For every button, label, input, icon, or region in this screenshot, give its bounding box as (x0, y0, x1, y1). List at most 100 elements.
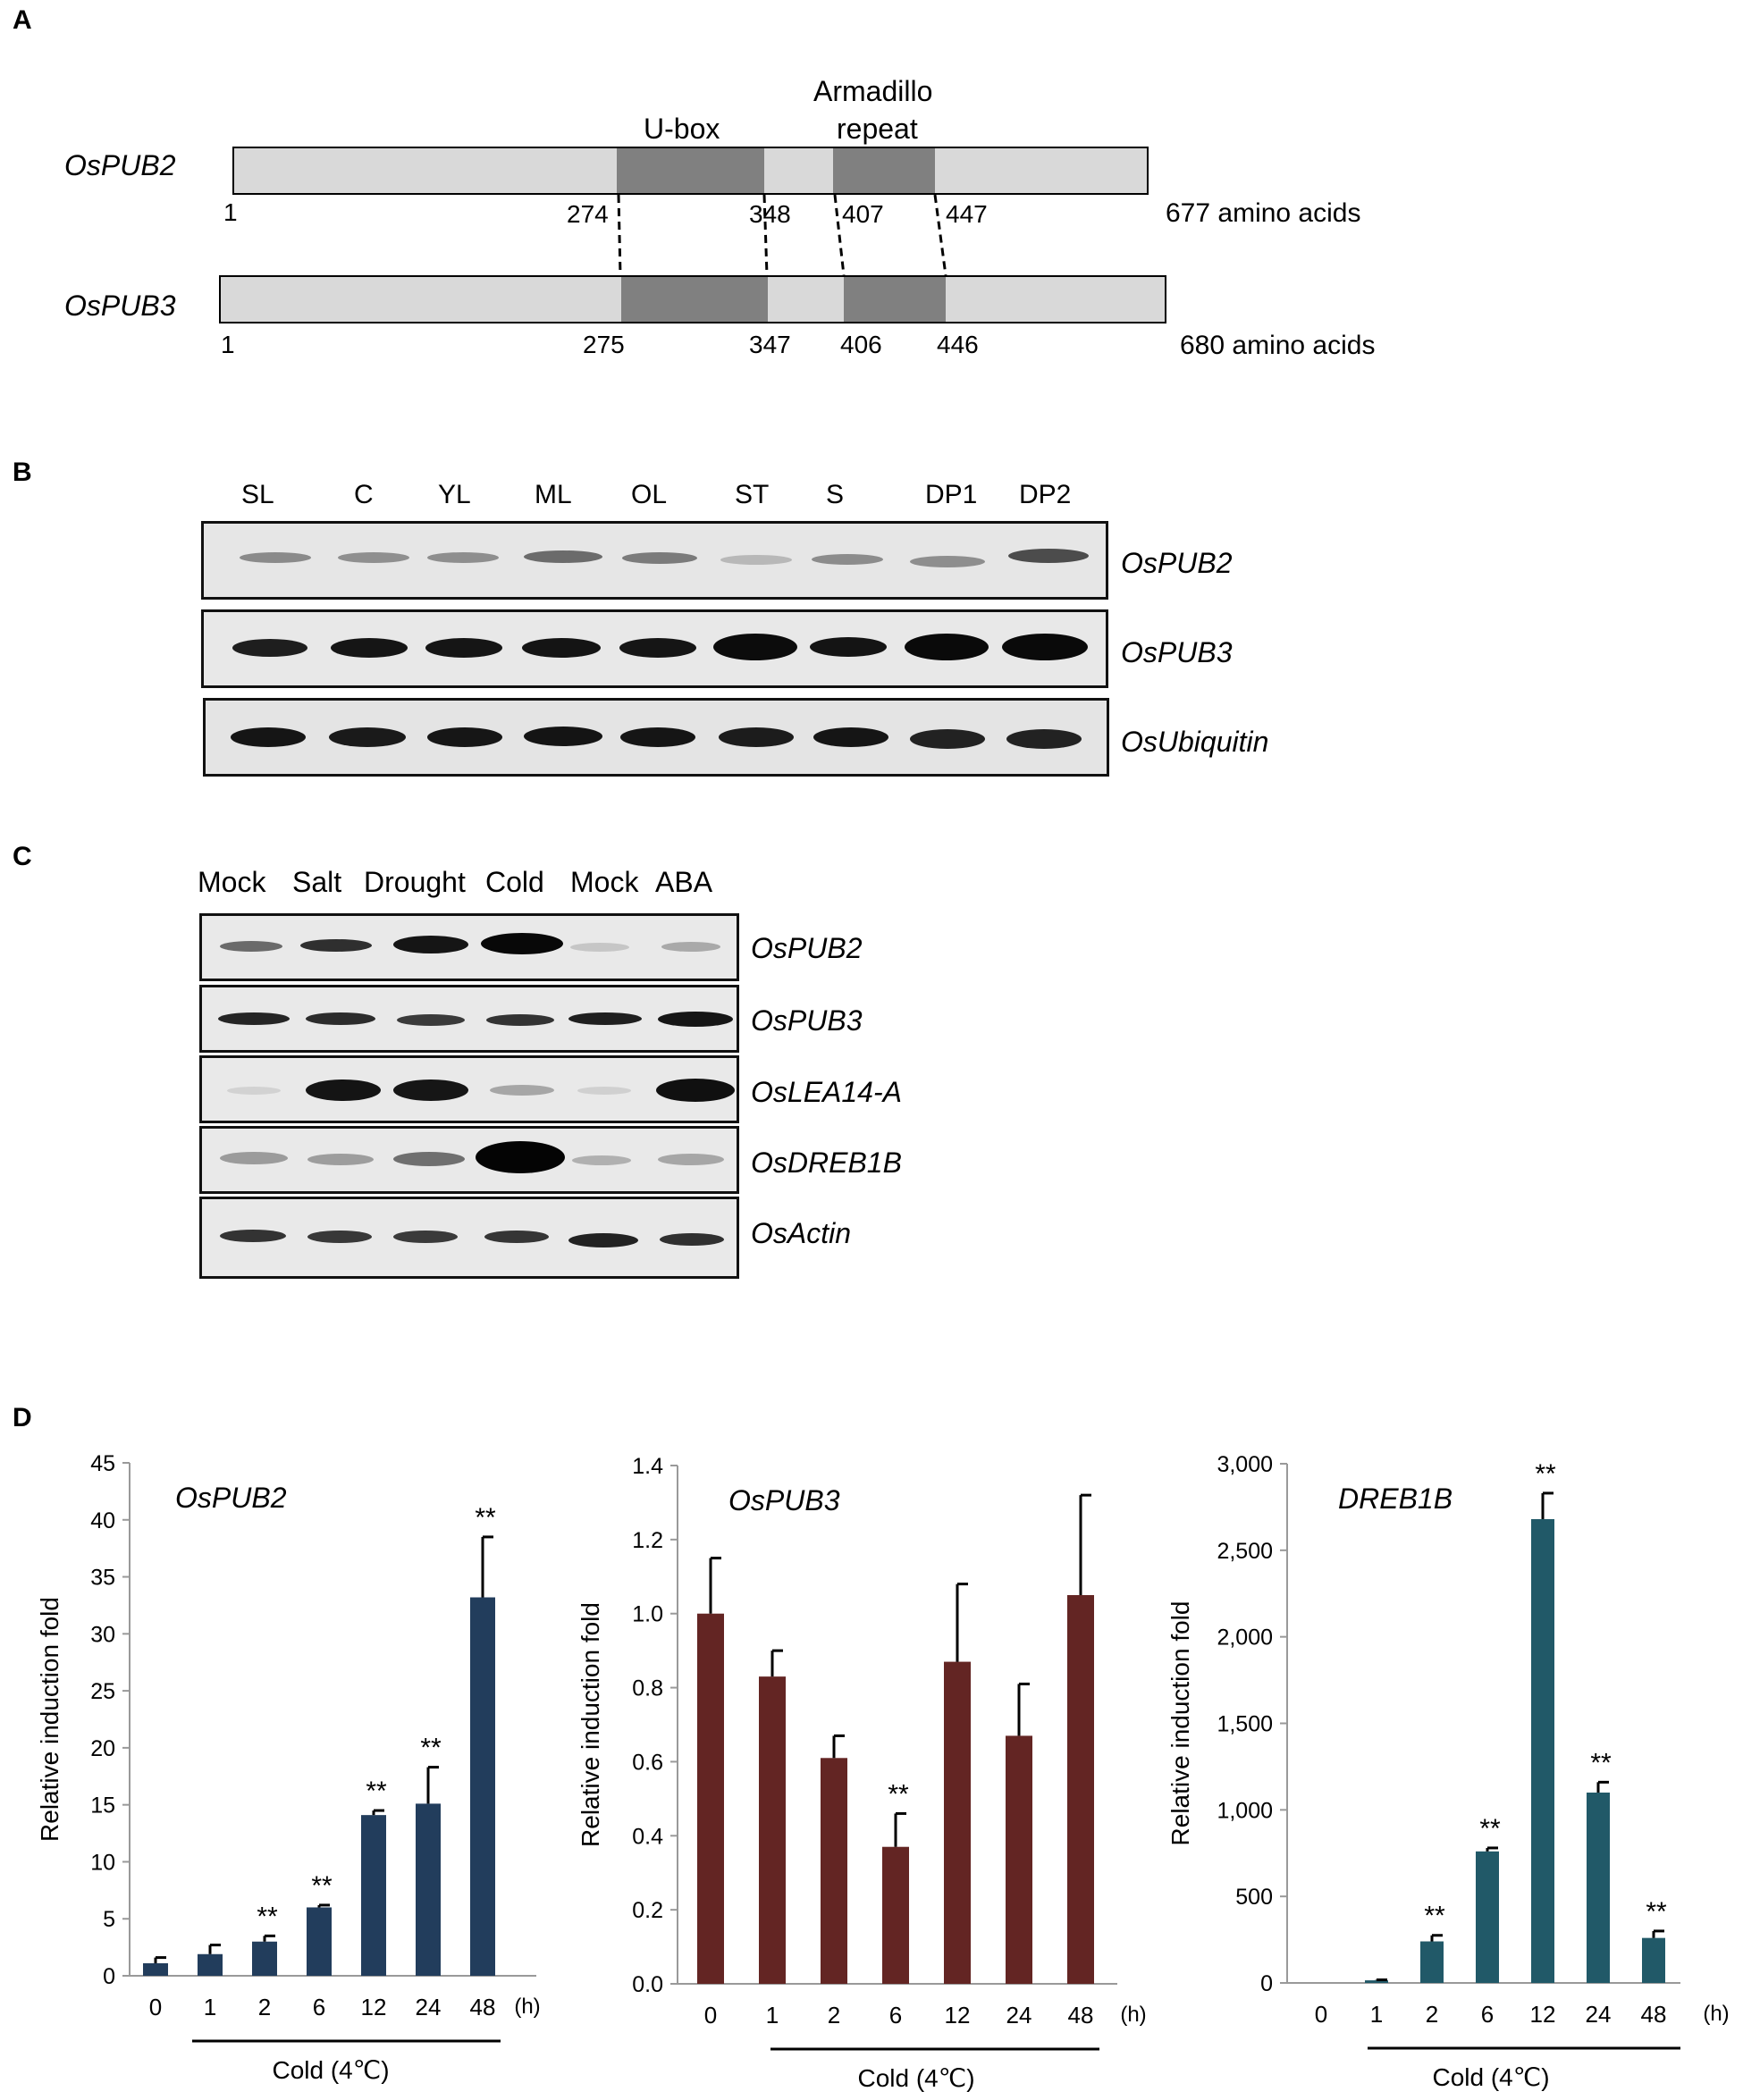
bar (307, 1907, 332, 1976)
bar (416, 1803, 441, 1976)
x-tick-label: 2 (258, 1994, 271, 2020)
pos-406: 406 (840, 331, 882, 358)
gene-label-b-ospub3: OsPUB3 (1121, 636, 1233, 668)
treatment-label: Cold (4℃) (1432, 2063, 1549, 2091)
treatment-label: Cold (4℃) (272, 2056, 389, 2084)
ubox-domain-ospub3 (621, 277, 768, 322)
lane-label-c-drought: Drought (364, 866, 466, 898)
y-tick-label: 30 (90, 1622, 115, 1647)
x-tick-label: 24 (416, 1994, 442, 2020)
chart-title: OsPUB2 (175, 1482, 287, 1514)
pos-start-ospub2: 1 (223, 198, 238, 226)
y-axis-label: Relative induction fold (577, 1602, 604, 1847)
x-tick-label: 6 (889, 2002, 902, 2029)
bar (1067, 1595, 1094, 1984)
y-tick-label: 1.4 (632, 1454, 663, 1479)
x-tick-label: 1 (204, 1994, 216, 2020)
y-tick-label: 1,000 (1217, 1798, 1273, 1823)
x-tick-label: 2 (1426, 2001, 1438, 2028)
significance-mark: ** (257, 1902, 278, 1931)
x-tick-label: 48 (1068, 2002, 1094, 2029)
bar (1531, 1518, 1554, 1983)
x-tick-label: 1 (766, 2002, 779, 2029)
lane-label-c-aba: ABA (655, 866, 713, 898)
bar (1006, 1735, 1032, 1984)
significance-mark: ** (475, 1503, 496, 1533)
lane-label-ol: OL (631, 480, 668, 509)
lane-label-c-mock2: Mock (570, 866, 639, 898)
y-tick-label: 2,500 (1217, 1539, 1273, 1564)
gene-label-c-ospub3: OsPUB3 (751, 1004, 863, 1037)
ubox-domain-ospub2 (617, 148, 764, 193)
bar (1365, 1980, 1388, 1983)
panel-b-letter: B (13, 458, 32, 487)
pos-447: 447 (946, 200, 988, 228)
x-tick-label: 2 (828, 2002, 840, 2029)
x-tick-label: 6 (313, 1994, 325, 2020)
significance-mark: ** (1479, 1814, 1501, 1844)
gene-label-c-osdreb1b: OsDREB1B (751, 1147, 902, 1179)
x-tick-label: 0 (149, 1994, 162, 2020)
y-tick-label: 0.6 (632, 1750, 663, 1775)
significance-mark: ** (420, 1734, 442, 1763)
time-unit-label: (h) (1703, 2002, 1729, 2026)
lane-label-c-mock1: Mock (198, 866, 266, 898)
lane-label-ml: ML (535, 480, 572, 509)
significance-mark: ** (1646, 1897, 1667, 1927)
lane-label-dp1: DP1 (925, 480, 978, 509)
chart-title: OsPUB3 (728, 1484, 840, 1516)
treatment-label: Cold (4℃) (857, 2064, 974, 2092)
domain-connectors (617, 194, 947, 276)
y-tick-label: 25 (90, 1679, 115, 1704)
x-tick-label: 0 (1315, 2001, 1327, 2028)
arm-domain-ospub3 (844, 277, 946, 322)
bar (143, 1962, 168, 1976)
bar (198, 1953, 223, 1976)
significance-mark: ** (366, 1777, 387, 1806)
y-tick-label: 10 (90, 1850, 115, 1875)
arm-domain-ospub2 (833, 148, 935, 193)
armadillo-label-line1: Armadillo (813, 75, 933, 107)
bar (1420, 1941, 1444, 1983)
y-tick-label: 1,500 (1217, 1712, 1273, 1737)
y-axis-label: Relative induction fold (1166, 1601, 1194, 1846)
significance-mark: ** (1424, 1902, 1445, 1931)
panel-c-letter: C (13, 842, 32, 871)
bar (759, 1676, 786, 1984)
pos-446: 446 (937, 331, 979, 358)
y-tick-label: 2,000 (1217, 1625, 1273, 1651)
x-tick-label: 6 (1481, 2001, 1494, 2028)
y-axis-label: Relative induction fold (36, 1597, 63, 1842)
x-tick-label: 1 (1370, 2001, 1383, 2028)
time-unit-label: (h) (514, 1995, 540, 2019)
lane-label-sl: SL (241, 480, 274, 509)
gene-label-b-ospub2: OsPUB2 (1121, 547, 1233, 579)
y-tick-label: 0.4 (632, 1824, 663, 1849)
gel-b-osubiquitin (203, 698, 1109, 777)
x-tick-label: 12 (1530, 2001, 1556, 2028)
time-unit-label: (h) (1120, 2003, 1146, 2027)
bar-chart-ospub3: 0.0 0.2 0.4 0.6 0.8 1.0 1.2 1.4 OsPUB3 Relative i… (577, 1454, 1147, 2092)
lane-label-yl: YL (438, 480, 471, 509)
pos-348: 348 (749, 200, 791, 228)
gene-label-c-ospub2: OsPUB2 (751, 932, 863, 964)
x-tick-label: 0 (704, 2002, 717, 2029)
y-tick-label: 0.2 (632, 1898, 663, 1923)
pos-start-ospub3: 1 (221, 331, 235, 358)
y-tick-label: 1.0 (632, 1602, 663, 1627)
bar (470, 1597, 495, 1976)
y-tick-label: 40 (90, 1508, 115, 1533)
significance-mark: ** (311, 1871, 333, 1901)
length-ospub2: 677 amino acids (1166, 198, 1361, 228)
length-ospub3: 680 amino acids (1180, 331, 1376, 360)
gene-label-c-oslea14a: OsLEA14-A (751, 1076, 902, 1108)
gel-c-ospub2 (199, 913, 739, 981)
lane-label-dp2: DP2 (1019, 480, 1072, 509)
gel-c-ospub3 (199, 985, 739, 1053)
y-tick-label: 45 (90, 1451, 115, 1476)
bar (821, 1758, 847, 1984)
y-tick-label: 500 (1235, 1885, 1273, 1910)
chart-title: DREB1B (1338, 1483, 1452, 1515)
ubox-label: U-box (644, 113, 720, 145)
